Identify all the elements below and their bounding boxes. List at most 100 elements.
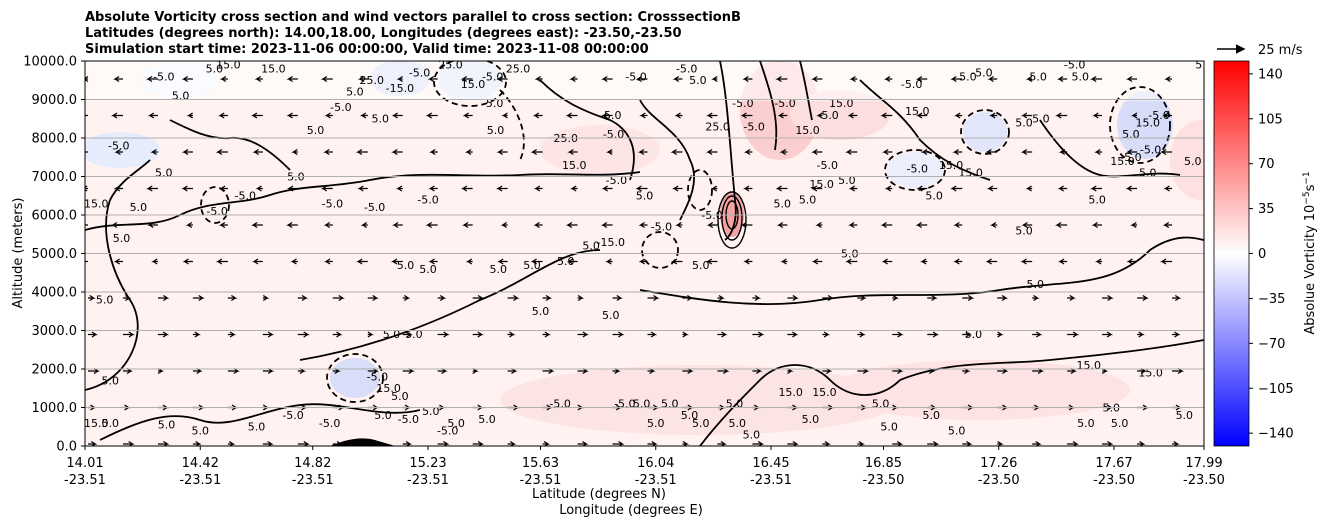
wind-vector <box>227 440 236 446</box>
wind-vector <box>775 75 788 83</box>
colorbar-tick-label: 35 <box>1258 202 1275 217</box>
wind-vector <box>601 112 613 119</box>
wind-vector <box>857 294 867 302</box>
wind-vector <box>577 440 589 446</box>
wind-vector <box>157 331 170 338</box>
wind-vector <box>462 112 473 119</box>
contour-label: 15.0 <box>1138 367 1163 380</box>
contour-label: -5.0 <box>364 201 385 214</box>
terrain <box>330 438 395 446</box>
contour-label: 5.0 <box>1029 70 1047 83</box>
contour-label: -5.0 <box>1148 109 1169 122</box>
contour-line <box>859 79 991 181</box>
wind-vector <box>1130 221 1138 229</box>
wind-vector <box>532 112 543 119</box>
wind-vector <box>122 294 132 302</box>
wind-vector <box>262 294 270 302</box>
wind-vector <box>1162 112 1173 119</box>
wind-vector <box>638 221 648 229</box>
wind-vector <box>496 185 508 192</box>
contour-label: 5.0 <box>1072 70 1090 83</box>
contour-label: -5.0 <box>971 66 992 79</box>
wind-vector <box>1164 75 1173 83</box>
contour-label: -5.0 <box>235 190 256 203</box>
wind-vector <box>507 331 516 338</box>
wind-vector <box>367 440 375 446</box>
wind-vector <box>1055 112 1068 119</box>
wind-vector <box>706 221 718 229</box>
contour-label: 5.0 <box>661 398 679 411</box>
wind-vector <box>151 258 158 265</box>
contour-label: 5.0 <box>532 305 550 318</box>
contour-line <box>799 61 813 121</box>
contour-label: 5.0 <box>1176 409 1194 422</box>
contour-label: -5.0 <box>1140 143 1161 156</box>
wind-vector <box>402 440 413 446</box>
wind-vector <box>780 258 788 265</box>
wind-vector <box>428 258 438 265</box>
wind-vector <box>1020 258 1033 265</box>
y-tick-label: 3000.0 <box>32 324 78 339</box>
wind-vector <box>323 148 333 156</box>
wind-vector <box>962 331 972 338</box>
wind-vector <box>255 185 263 192</box>
wind-vector <box>182 258 193 265</box>
wind-vector <box>675 221 683 229</box>
contour-label: 5.0 <box>692 417 710 430</box>
wind-vector <box>110 112 123 119</box>
wind-vector <box>150 148 158 156</box>
contour-label: 5.0 <box>1077 417 1095 430</box>
y-tick-label: 4000.0 <box>32 286 78 301</box>
contour-label: 25.0 <box>360 74 385 87</box>
wind-vector <box>391 148 403 156</box>
wind-vector <box>1094 258 1103 265</box>
wind-vector <box>916 185 928 192</box>
contour-label: -5.0 <box>1120 151 1141 164</box>
wind-vector <box>145 75 158 83</box>
contour-line-negative <box>200 186 230 224</box>
contour-label: 15.0 <box>809 178 834 191</box>
colorbar-ticks: 140 105 70 35 0 −35 −70 −105 −140 <box>1249 67 1294 442</box>
contour-label: 5.0 <box>490 263 508 276</box>
colorbar-tick-label: 140 <box>1258 67 1283 82</box>
contour-label: -5.0 <box>600 109 621 122</box>
wind-vector <box>1126 258 1138 265</box>
wind-vector <box>884 185 893 192</box>
wind-vector <box>605 258 613 265</box>
contour-label: 15.0 <box>562 159 587 172</box>
contour-label: 5.0 <box>113 232 131 245</box>
wind-vector <box>849 75 858 83</box>
wind-vector <box>1163 185 1173 192</box>
wind-vector <box>1125 185 1138 192</box>
contour-line <box>719 61 737 241</box>
contour-label: -5.0 <box>319 417 340 430</box>
wind-vector <box>1092 112 1103 119</box>
wind-vector <box>1021 221 1033 229</box>
wind-vector <box>507 294 520 302</box>
wind-vector <box>437 294 447 302</box>
contour-label: 5.0 <box>647 417 665 430</box>
contour-line-negative <box>326 353 384 403</box>
wind-vector <box>1125 148 1138 156</box>
contour-label: 5.0 <box>557 255 575 268</box>
wind-vector <box>186 112 193 119</box>
wind-vector <box>1032 294 1040 302</box>
wind-vector <box>637 148 648 156</box>
wind-vector <box>227 331 237 338</box>
contour-label: -5.0 <box>482 70 503 83</box>
wind-vector <box>682 440 690 446</box>
wind-vector <box>530 148 543 156</box>
contour-label: 5.0 <box>948 424 966 437</box>
wind-vector <box>324 112 333 119</box>
contour-label: 5.0 <box>419 263 437 276</box>
wind-vector <box>218 112 228 119</box>
wind-vector <box>1067 331 1080 338</box>
contour-line-negative <box>687 169 713 211</box>
wind-vector <box>600 221 613 229</box>
wind-vector <box>465 258 473 265</box>
contour-label: 5.0 <box>799 193 817 206</box>
wind-vector <box>985 258 998 265</box>
x-tick-label-lon: -23.51 <box>750 473 792 488</box>
contour-label: -5.0 <box>603 128 624 141</box>
wind-vector <box>987 75 998 83</box>
